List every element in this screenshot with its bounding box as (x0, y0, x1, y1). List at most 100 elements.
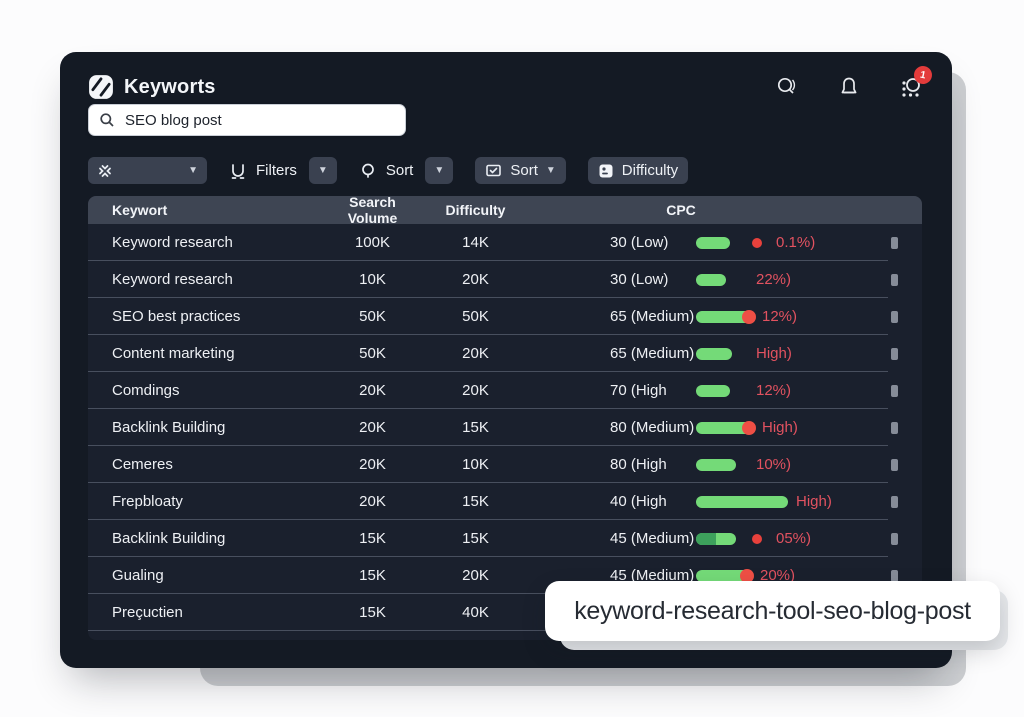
cpc-bar (696, 495, 788, 508)
bell-icon[interactable] (836, 74, 862, 100)
header-icons: 1 (774, 64, 934, 100)
view-dropdown[interactable]: ▼ (88, 157, 207, 184)
app-logo: Keyworts (88, 74, 216, 100)
column-header-difficulty[interactable]: Difficulty (445, 202, 506, 218)
table-row[interactable]: SEO best practices 50K 50K 65 (Medium) 1… (88, 298, 922, 335)
table-row[interactable]: Comdings 20K 20K 70 (High 12%) (88, 372, 922, 409)
cell-keyword: Gualing (112, 567, 164, 584)
difficulty-bar-slot (536, 422, 600, 434)
chevron-down-icon: ▼ (188, 164, 198, 176)
cell-difficulty-score: 65 (Medium) (536, 308, 696, 325)
row-drag-handle[interactable] (891, 347, 898, 360)
cell-search-volume: 20K (359, 382, 386, 399)
difficulty-bar-slot (536, 311, 600, 323)
cell-keyword: Backlink Building (112, 419, 226, 436)
cpc-value: 0.1%) (776, 234, 816, 251)
cell-search-volume: 15K (359, 530, 386, 547)
cpc-bar (696, 309, 756, 324)
difficulty-bar-slot (536, 570, 600, 582)
difficulty-bar-slot (536, 496, 600, 508)
cpc-value: 20%) (760, 567, 796, 584)
cell-difficulty: 20K (462, 567, 489, 584)
cell-keyword: Cemeres (112, 456, 173, 473)
keywords-table: Keywort Search Volume Difficulty CPC Key… (88, 194, 922, 640)
cpc-bar-slot (696, 495, 788, 508)
apps-icon[interactable]: 1 (898, 64, 934, 100)
cell-cpc: 20%) (696, 567, 922, 584)
cell-cpc: 0.1%) (696, 234, 922, 251)
toolbar: ▼ Filters ▼ (88, 157, 924, 184)
cpc-bar-slot (696, 568, 754, 583)
table-row[interactable]: Content marketing 50K 20K 65 (Medium) Hi… (88, 335, 922, 372)
cell-difficulty-score: 80 (High (536, 456, 696, 473)
table-row[interactable]: Keyword research 10K 20K 30 (Low) 22%) (88, 261, 922, 298)
cell-difficulty: 20K (462, 382, 489, 399)
cpc-bar (696, 420, 756, 435)
view-options-icon (97, 163, 113, 179)
difficulty-icon (598, 163, 614, 179)
difficulty-score-label: 45 (Medium) (610, 530, 695, 547)
row-drag-handle[interactable] (891, 495, 898, 508)
table-row[interactable]: Preçuctien 15K 40K (88, 594, 922, 631)
row-drag-handle[interactable] (891, 236, 898, 249)
cpc-value: 10%) (756, 456, 792, 473)
sort-b-label: Sort (510, 162, 538, 179)
cpc-bar (696, 236, 730, 249)
cpc-value: 05%) (776, 530, 812, 547)
keyword-search-bar[interactable] (88, 104, 406, 136)
row-drag-handle[interactable] (891, 569, 898, 582)
cell-cpc: High) (696, 419, 922, 436)
cell-cpc: 12%) (696, 382, 922, 399)
row-drag-handle[interactable] (891, 421, 898, 434)
cell-difficulty: 15K (462, 530, 489, 547)
sort-b-button[interactable]: Sort ▼ (475, 157, 566, 184)
table-row[interactable]: Keyword research 100K 14K 30 (Low) 0.1%) (88, 224, 922, 261)
cpc-value: High) (796, 493, 832, 510)
cpc-red-dot-icon (752, 237, 762, 248)
cell-keyword: Backlink Building (112, 530, 226, 547)
table-row[interactable]: Gualing 15K 20K 45 (Medium) 20%) (88, 557, 922, 594)
difficulty-bar-slot (536, 348, 600, 360)
table-row[interactable]: Frepbloaty 20K 15K 40 (High High) (88, 483, 922, 520)
table-row[interactable]: Backlink Building 20K 15K 80 (Medium) Hi… (88, 409, 922, 446)
cpc-bar (696, 384, 730, 397)
cell-cpc: 12%) (696, 308, 922, 325)
mail-check-icon (485, 162, 502, 179)
difficulty-bar-slot (536, 533, 600, 545)
table-row[interactable]: Cemeres 20K 10K 80 (High 10%) (88, 446, 922, 483)
table-row[interactable]: Backlink Building 15K 15K 45 (Medium) 05… (88, 520, 922, 557)
cpc-bar (696, 273, 726, 286)
cpc-value: High) (756, 345, 792, 362)
cell-keyword: Frepbloaty (112, 493, 183, 510)
cpc-value: 12%) (762, 308, 798, 325)
column-header-keyword[interactable]: Keywort (112, 202, 168, 218)
table-header: Keywort Search Volume Difficulty CPC (88, 194, 922, 226)
column-header-search-volume[interactable]: Search Volume (347, 194, 398, 226)
cell-search-volume: 10K (359, 271, 386, 288)
difficulty-score-label: 45 (Medium) (610, 567, 695, 584)
difficulty-score-label: 70 (High (610, 382, 667, 399)
cell-search-volume: 20K (359, 456, 386, 473)
row-drag-handle[interactable] (891, 458, 898, 471)
difficulty-label: Difficulty (621, 162, 679, 179)
cpc-value: 22%) (756, 271, 792, 288)
row-drag-handle[interactable] (891, 384, 898, 397)
difficulty-button[interactable]: Difficulty (587, 157, 689, 184)
filters-dropdown-button[interactable]: ▼ (308, 157, 337, 184)
filter-icon (229, 162, 247, 180)
slug-tooltip: keyword-research-tool-seo-blog-post (545, 581, 1000, 641)
filters-group: Filters (229, 162, 297, 180)
cell-difficulty-score: 45 (Medium) (536, 567, 696, 584)
search-icon[interactable] (774, 74, 800, 100)
column-header-cpc[interactable]: CPC (666, 202, 696, 218)
app-window: Keyworts (60, 52, 952, 668)
row-drag-handle[interactable] (891, 532, 898, 545)
search-input[interactable] (123, 110, 395, 130)
row-drag-handle[interactable] (891, 310, 898, 323)
cell-difficulty: 15K (462, 493, 489, 510)
cell-search-volume: 50K (359, 308, 386, 325)
sort-a-dropdown-button[interactable]: ▼ (425, 157, 454, 184)
difficulty-score-label: 40 (High (610, 493, 667, 510)
row-drag-handle[interactable] (891, 273, 898, 286)
